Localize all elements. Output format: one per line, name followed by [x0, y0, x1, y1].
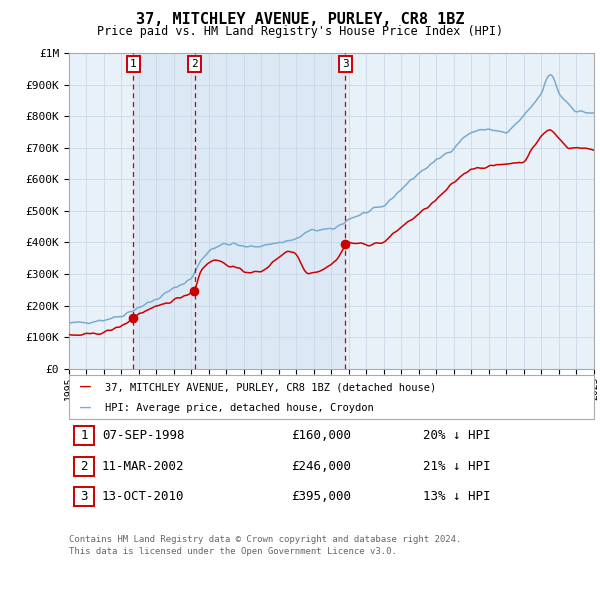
Text: £395,000: £395,000 — [291, 490, 351, 503]
Text: Price paid vs. HM Land Registry's House Price Index (HPI): Price paid vs. HM Land Registry's House … — [97, 25, 503, 38]
Text: 07-SEP-1998: 07-SEP-1998 — [102, 429, 185, 442]
Text: 13-OCT-2010: 13-OCT-2010 — [102, 490, 185, 503]
Text: £246,000: £246,000 — [291, 460, 351, 473]
Text: 20% ↓ HPI: 20% ↓ HPI — [423, 429, 491, 442]
Text: 37, MITCHLEY AVENUE, PURLEY, CR8 1BZ: 37, MITCHLEY AVENUE, PURLEY, CR8 1BZ — [136, 12, 464, 27]
Text: —: — — [80, 378, 91, 396]
Text: 2: 2 — [191, 59, 198, 69]
Text: £160,000: £160,000 — [291, 429, 351, 442]
Text: Contains HM Land Registry data © Crown copyright and database right 2024.: Contains HM Land Registry data © Crown c… — [69, 535, 461, 544]
Text: HPI: Average price, detached house, Croydon: HPI: Average price, detached house, Croy… — [105, 403, 374, 413]
Text: 1: 1 — [130, 59, 137, 69]
Text: 3: 3 — [80, 490, 88, 503]
Text: 1: 1 — [80, 429, 88, 442]
Text: —: — — [80, 399, 91, 417]
Text: 11-MAR-2002: 11-MAR-2002 — [102, 460, 185, 473]
Text: 2: 2 — [80, 460, 88, 473]
Text: This data is licensed under the Open Government Licence v3.0.: This data is licensed under the Open Gov… — [69, 547, 397, 556]
Text: 3: 3 — [342, 59, 349, 69]
Bar — [133, 53, 195, 369]
Text: 13% ↓ HPI: 13% ↓ HPI — [423, 490, 491, 503]
Text: 37, MITCHLEY AVENUE, PURLEY, CR8 1BZ (detached house): 37, MITCHLEY AVENUE, PURLEY, CR8 1BZ (de… — [105, 382, 436, 392]
Text: 21% ↓ HPI: 21% ↓ HPI — [423, 460, 491, 473]
Bar — [195, 53, 345, 369]
